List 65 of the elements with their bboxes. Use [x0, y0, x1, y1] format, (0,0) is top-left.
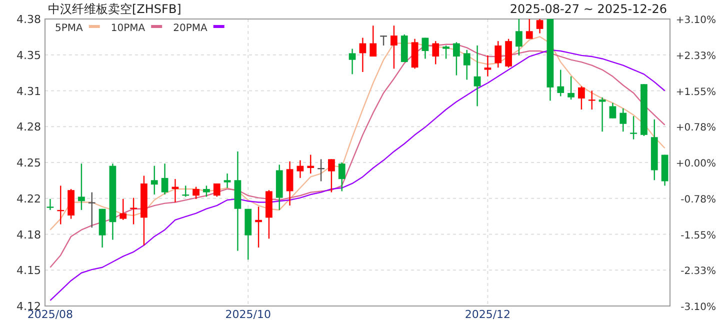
candlestick [526, 18, 533, 40]
candlestick [557, 69, 564, 97]
y-tick-label: 4.38 [16, 13, 41, 26]
y2-tick-label: +2.33% [676, 50, 716, 62]
y2-tick-label: -1.55% [680, 230, 716, 242]
candlestick [422, 37, 429, 60]
y-tick-label: 4.25 [16, 156, 41, 170]
candlestick [630, 116, 637, 140]
candlestick [390, 25, 398, 70]
candlestick [213, 182, 220, 198]
candlestick [463, 49, 470, 80]
line-series [50, 49, 666, 302]
candlestick [286, 160, 294, 206]
candlestick [536, 18, 544, 34]
candlestick [192, 186, 200, 200]
candlestick [588, 90, 596, 110]
candlestick [516, 18, 522, 56]
y-tick-label: 4.35 [16, 48, 41, 62]
candlestick [442, 44, 450, 60]
candlestick [348, 48, 356, 75]
x-tick-label: 2025/12 [464, 308, 511, 320]
candlestick [484, 54, 492, 77]
y2-tick-label: +3.10% [676, 15, 716, 26]
candlestick [161, 163, 168, 196]
y2-tick-label: +1.55% [676, 86, 716, 98]
y2-tick-label: +0.00% [676, 158, 716, 170]
chart-subtitle: 2025-08-27 ~ 2025-12-26 [510, 2, 667, 16]
candlestick [359, 37, 366, 73]
candlestick [453, 42, 460, 76]
x-tick-label: 2025/10 [225, 308, 271, 320]
candlestick [296, 160, 304, 179]
y2-tick-label: -2.33% [680, 266, 716, 278]
candlestick [307, 154, 314, 174]
y-tick-label: 4.18 [16, 228, 41, 242]
candlestick [224, 172, 231, 188]
candlestick [78, 163, 85, 211]
candlestick [620, 108, 627, 132]
candlestick [150, 165, 158, 196]
candlestick [46, 198, 54, 211]
candlestick [120, 198, 127, 220]
candlestick [494, 40, 502, 68]
candlestick [380, 34, 387, 46]
legend-label: 20PMA [173, 23, 208, 34]
legend-label: 10PMA [110, 23, 146, 34]
candlestick [598, 96, 606, 132]
candlestick [432, 40, 440, 65]
y-tick-label: 4.31 [16, 84, 41, 98]
candlestick [578, 86, 585, 110]
y-tick-label: 4.28 [16, 120, 41, 134]
candlestick [568, 76, 574, 100]
candlestick [609, 102, 616, 119]
y2-tick-label: -0.78% [680, 194, 716, 206]
candlestick [370, 25, 377, 58]
y-tick-label: 4.22 [16, 192, 41, 206]
y-tick-label: 4.15 [16, 264, 41, 278]
legend-label: 5PMA [55, 23, 84, 34]
candlestick [338, 162, 346, 192]
candlestick [203, 185, 210, 198]
y2-tick-label: -3.10% [680, 302, 716, 313]
candlestick [88, 192, 96, 228]
chart-title: 中汉纤维板卖空[ZHSFB] [48, 2, 182, 16]
y2-tick-label: +0.78% [676, 122, 716, 134]
candlestick [255, 206, 262, 248]
candlestick [328, 158, 335, 193]
candlestick [474, 44, 481, 107]
